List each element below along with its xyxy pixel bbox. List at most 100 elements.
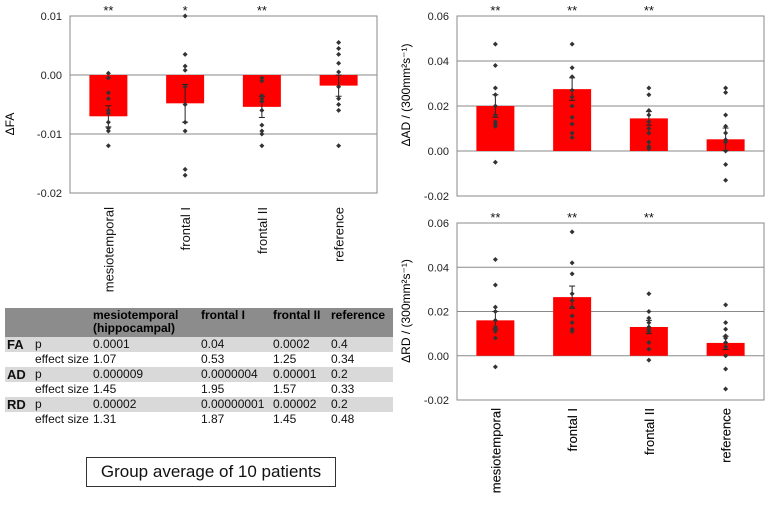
table-cell: 0.4: [329, 337, 393, 352]
fa-data-point: [105, 110, 111, 116]
fa-category-label: frontal II: [255, 207, 270, 254]
table-cell: 0.00001: [271, 367, 329, 382]
table-header: mesiotemporal (hippocampal): [91, 308, 199, 337]
table-group-label: AD: [5, 367, 33, 382]
table-cell: 1.07: [93, 352, 117, 366]
fa-data-point: [336, 45, 342, 51]
table-cell: 0.0001: [91, 337, 199, 352]
table-cell: 1.95: [201, 382, 225, 396]
fa-data-point: [336, 84, 342, 90]
table-group-label: [5, 352, 33, 367]
table-row: effect size 1.45 1.95 1.57 0.33: [5, 382, 393, 397]
fa-data-point: [336, 96, 342, 102]
table-header: [33, 308, 91, 337]
fa-data-point: [105, 75, 111, 81]
fa-ytick-label: -0.01: [37, 129, 62, 141]
fa-data-point: [182, 13, 188, 19]
fa-data-point: [182, 102, 188, 107]
table-cell: 1.25: [273, 352, 297, 366]
table-metric-label: p: [33, 367, 91, 382]
fa-data-point: [259, 107, 265, 113]
fa-data-point: [182, 119, 188, 125]
fa-data-point: [259, 128, 265, 134]
fa-significance-marker: **: [103, 3, 113, 18]
fa-ylabel: ΔFA: [3, 113, 17, 136]
table-cell: 1.45: [273, 412, 297, 426]
fa-data-point: [336, 107, 342, 113]
table-cell: 1.31: [93, 412, 117, 426]
table-group-label: [5, 412, 33, 427]
table-cell: 0.2: [329, 397, 393, 412]
fa-ytick-label: -0.02: [37, 188, 62, 200]
table-cell: 0.00002: [271, 397, 329, 412]
stats-table: mesiotemporal (hippocampal) frontal I fr…: [5, 308, 393, 427]
table-cell: 0.00000001: [199, 397, 271, 412]
fa-data-point: [182, 84, 188, 90]
table-cell: 0.34: [331, 352, 355, 366]
fa-category-label: frontal I: [178, 207, 193, 250]
fa-data-point: [105, 90, 111, 96]
fa-data-point: [336, 102, 342, 107]
fa-category-label: reference: [332, 207, 347, 262]
fa-data-point: [105, 70, 111, 76]
fa-ytick-label: 0.01: [41, 11, 62, 23]
table-header: frontal I: [199, 308, 271, 337]
table-cell: 0.33: [331, 382, 355, 396]
table-group-label: RD: [5, 397, 33, 412]
table-header: [5, 308, 33, 337]
table-group-label: FA: [5, 337, 33, 352]
table-header: frontal II: [271, 308, 329, 337]
fa-significance-marker: **: [257, 3, 267, 18]
table-header: reference: [329, 308, 393, 337]
fa-data-point: [259, 143, 265, 149]
fa-data-point: [182, 172, 188, 178]
fa-data-point: [105, 143, 111, 149]
fa-data-point: [182, 63, 188, 69]
table-row: effect size 1.07 0.53 1.25 0.34: [5, 352, 393, 367]
fa-data-point: [259, 75, 265, 81]
fa-category-label: mesiotemporal: [101, 207, 116, 292]
fa-significance-marker: *: [183, 3, 188, 18]
fa-data-point: [259, 122, 265, 128]
table-cell: 0.0000004: [199, 367, 271, 382]
fa-data-point: [336, 69, 342, 75]
fa-data-point: [182, 166, 188, 172]
table-cell: 0.53: [201, 352, 225, 366]
table-cell: 0.2: [329, 367, 393, 382]
fa-data-point: [182, 51, 188, 57]
table-metric-label: effect size: [35, 412, 89, 426]
table-group-label: [5, 382, 33, 397]
fa-data-point: [336, 40, 342, 46]
table-metric-label: p: [33, 397, 91, 412]
fa-data-point: [182, 128, 188, 134]
fa-data-point: [105, 125, 111, 131]
table-cell: 0.04: [199, 337, 271, 352]
fa-data-point: [336, 143, 342, 149]
table-cell: 0.48: [331, 412, 355, 426]
table-metric-label: p: [33, 337, 91, 352]
table-metric-label: effect size: [35, 382, 89, 396]
table-cell: 0.000009: [91, 367, 199, 382]
fa-data-point: [336, 51, 342, 57]
fa-data-point: [336, 60, 342, 66]
table-row: AD p 0.000009 0.0000004 0.00001 0.2: [5, 367, 393, 382]
table-row: FA p 0.0001 0.04 0.0002 0.4: [5, 337, 393, 352]
fa-data-point: [105, 96, 111, 102]
fa-data-point: [259, 96, 265, 102]
table-row: effect size 1.31 1.87 1.45 0.48: [5, 412, 393, 427]
caption-box: Group average of 10 patients: [86, 457, 336, 487]
table-cell: 1.87: [201, 412, 225, 426]
table-cell: 1.57: [273, 382, 297, 396]
fa-data-point: [259, 78, 265, 84]
fa-data-point: [259, 93, 265, 99]
table-cell: 1.45: [93, 382, 117, 396]
fa-data-point: [182, 67, 188, 73]
table-metric-label: effect size: [35, 352, 89, 366]
fa-ytick-label: 0.00: [41, 70, 62, 82]
fa-data-point: [259, 131, 265, 137]
table-cell: 0.0002: [271, 337, 329, 352]
table-header-row: mesiotemporal (hippocampal) frontal I fr…: [5, 308, 393, 337]
table-cell: 0.00002: [91, 397, 199, 412]
fa-data-point: [105, 107, 111, 113]
